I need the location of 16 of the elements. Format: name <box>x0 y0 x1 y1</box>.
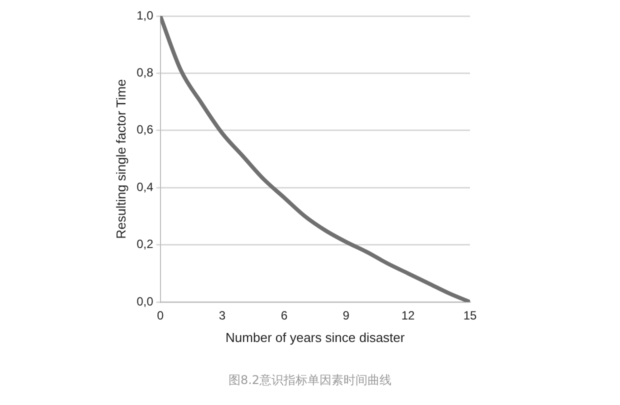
x-tick-label: 0 <box>156 308 164 323</box>
x-tick-label: 6 <box>280 308 288 323</box>
caption: 图8.2意识指标单因素时间曲线 <box>227 372 393 389</box>
line-series <box>160 16 470 302</box>
y-tick-label: 0,8 <box>136 66 154 80</box>
y-tick-label: 1,0 <box>136 8 154 22</box>
x-axis-title: Number of years since disaster <box>226 330 406 345</box>
x-tick-label: 3 <box>218 308 226 323</box>
x-tick-label: 9 <box>342 308 350 323</box>
y-tick-label: 0,4 <box>136 180 154 194</box>
y-tick-label: 0,2 <box>136 237 154 252</box>
x-tick-label: 12 <box>401 308 416 323</box>
x-tick-label: 15 <box>463 308 477 323</box>
y-tick-label: 0,0 <box>136 294 154 308</box>
y-tick-label: 0,6 <box>136 122 154 137</box>
y-axis-title: Resulting single factor Time <box>113 79 128 239</box>
